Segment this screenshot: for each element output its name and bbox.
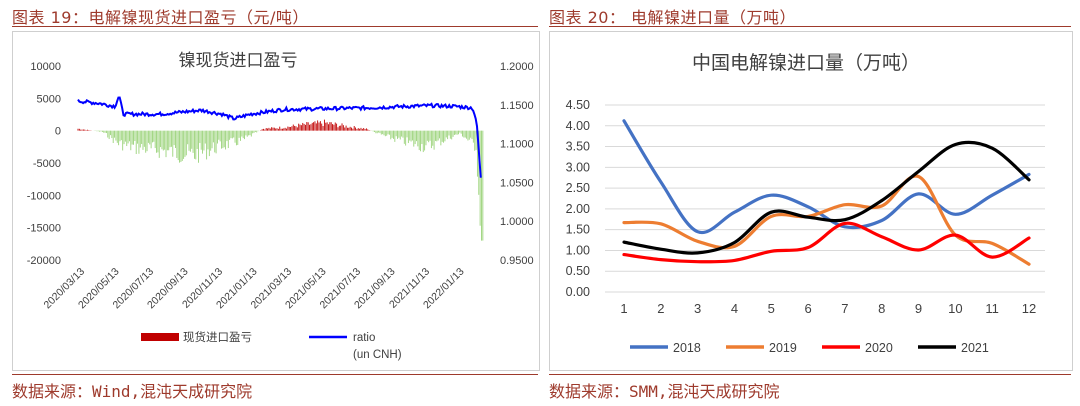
nickel-import-profit-svg: 镍现货进口盈亏 10000 5000 0 -5000 -10000 -15000 -20000…	[27, 51, 534, 361]
x-tick-label: 1	[620, 301, 627, 316]
series-line-2018	[622, 119, 1031, 235]
figure-19-source: 数据来源：Wind,混沌天成研究院	[12, 382, 253, 401]
legend-label-ratio: ratio	[353, 332, 375, 344]
x-tick-label: 8	[878, 301, 885, 316]
x-tick-label: 10	[948, 301, 962, 316]
x-tick-label: 5	[768, 301, 775, 316]
y-left-tick-label: -20000	[27, 255, 61, 267]
figure-19-title-rule	[12, 26, 538, 27]
x-tick-label: 11	[985, 301, 999, 316]
y-tick-label: 1.00	[566, 243, 590, 257]
x-tick-label: 2	[657, 301, 664, 316]
y-tick-label: 0.50	[566, 264, 590, 278]
figure-20-source-rule	[549, 374, 1071, 375]
series-line-2021	[622, 140, 1031, 255]
y-right-tick-label: 1.2000	[500, 61, 534, 73]
nickel-import-profit-chart: 镍现货进口盈亏 10000 5000 0 -5000 -10000 -15000 -20000…	[12, 31, 540, 371]
legend-label-2020: 2020	[865, 341, 893, 355]
y-left-tick-label: -5000	[33, 158, 61, 170]
legend-swatch-profit	[141, 333, 179, 341]
y-tick-label: 4.00	[566, 119, 590, 133]
y-tick-label: 2.00	[566, 202, 590, 216]
y-tick-label: 0.00	[566, 285, 590, 299]
nickel-import-volume-svg: 中国电解镍进口量（万吨） 0.00 0.50 1.00 1.50 2.00 2.50 3.00…	[566, 52, 1045, 355]
legend-sublabel-ratio: (un CNH)	[353, 349, 402, 361]
x-tick-label: 12	[1022, 301, 1036, 316]
y-tick-label: 2.50	[566, 181, 590, 195]
y-tick-label: 4.50	[566, 98, 590, 112]
legend-label-2018: 2018	[673, 341, 701, 355]
ratio-line	[77, 96, 482, 178]
x-tick-label: 9	[915, 301, 922, 316]
x-tick-label: 7	[841, 301, 848, 316]
y-right-tick-label: 0.9500	[500, 255, 534, 267]
y-left-tick-label: 0	[55, 126, 61, 138]
legend-label-2021: 2021	[961, 341, 989, 355]
y-tick-label: 3.00	[566, 160, 590, 174]
y-left-tick-label: -15000	[27, 223, 61, 235]
y-left-tick-label: -10000	[27, 190, 61, 202]
y-right-tick-label: 1.0500	[500, 177, 534, 189]
x-tick-label: 3	[694, 301, 701, 316]
chart-title: 镍现货进口盈亏	[179, 51, 298, 70]
x-tick-label: 6	[804, 301, 811, 316]
series-line-2020	[622, 221, 1031, 264]
y-right-tick-label: 1.1000	[500, 139, 534, 151]
figure-20-title: 图表 20： 电解镍进口量（万吨）	[549, 8, 797, 27]
y-tick-label: 1.50	[566, 223, 590, 237]
nickel-import-volume-chart: 中国电解镍进口量（万吨） 0.00 0.50 1.00 1.50 2.00 2.50 3.00…	[549, 31, 1073, 371]
chart-title: 中国电解镍进口量（万吨）	[692, 52, 920, 74]
legend-label-profit: 现货进口盈亏	[183, 330, 252, 344]
legend-label-2019: 2019	[769, 341, 797, 355]
figure-19-source-rule	[12, 374, 538, 375]
x-tick-label: 4	[731, 301, 738, 316]
y-tick-label: 3.50	[566, 140, 590, 154]
y-right-tick-label: 1.1500	[500, 100, 534, 112]
y-right-tick-label: 1.0000	[500, 216, 534, 228]
figure-20-title-rule	[549, 26, 1071, 27]
y-left-tick-label: 5000	[37, 93, 61, 105]
figure-20-source: 数据来源：SMM,混沌天成研究院	[549, 382, 780, 401]
y-left-tick-label: 10000	[30, 61, 61, 73]
figure-19-title: 图表 19：电解镍现货进口盈亏（元/吨）	[12, 8, 309, 27]
